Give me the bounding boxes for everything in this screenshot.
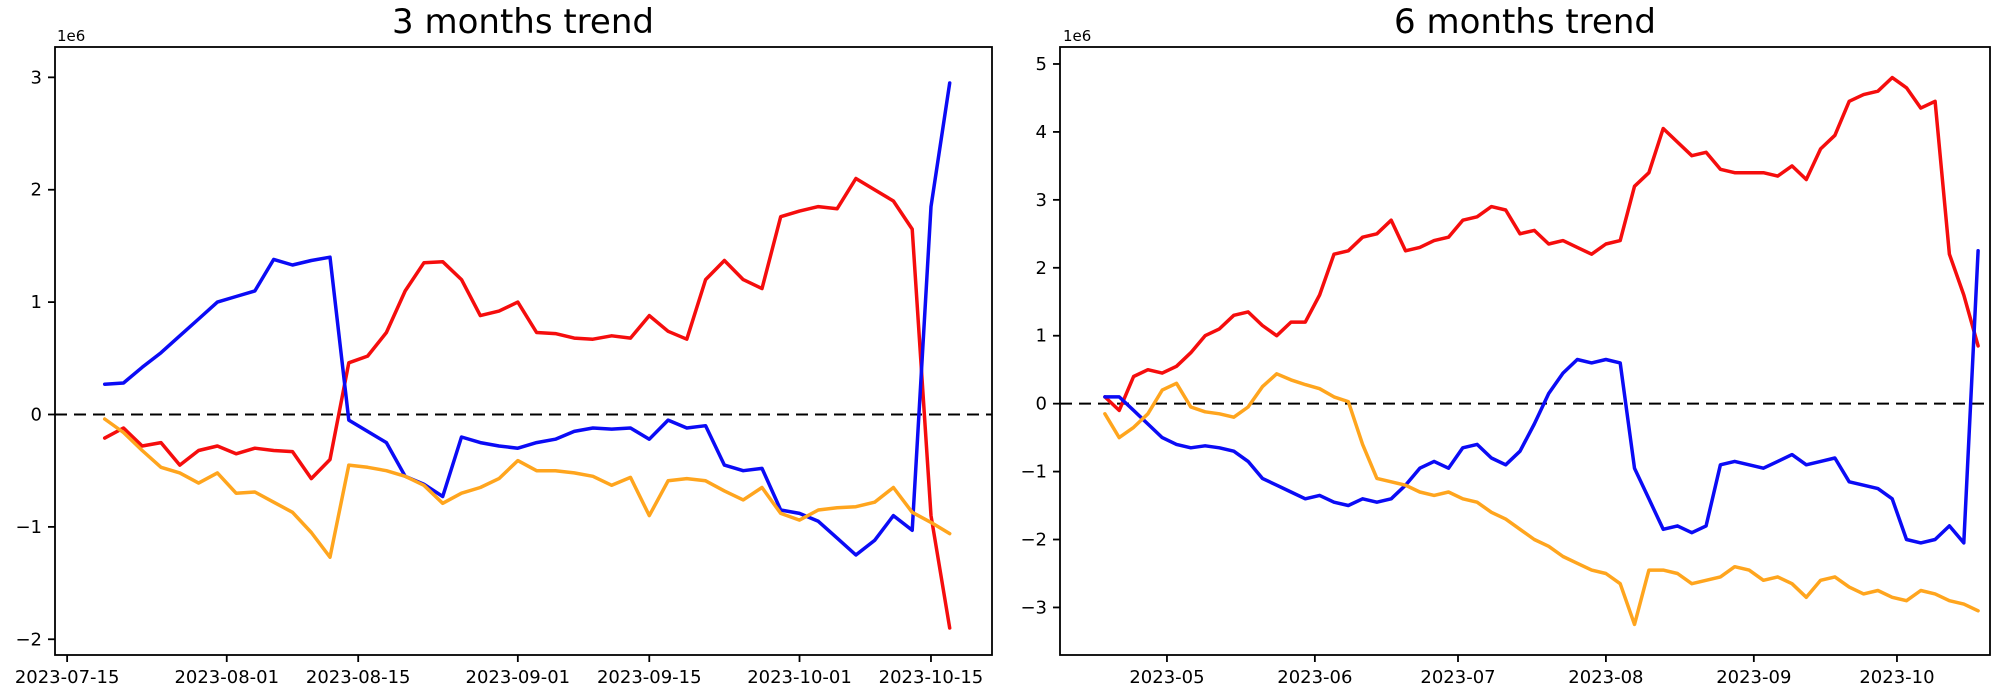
x-tick-label: 2023-10-15: [879, 667, 984, 688]
orange-series-line: [102, 417, 952, 559]
red-series-line: [102, 176, 952, 630]
red-series-line: [1103, 75, 1980, 413]
y-tick-label: 1: [31, 292, 42, 313]
x-tick-label: 2023-05: [1129, 667, 1204, 688]
orange-series-line: [1103, 372, 1980, 627]
right-chart-title: 6 months trend: [1394, 2, 1656, 42]
y-tick-label: 1: [1036, 326, 1047, 347]
right-chart: 5 4 3 2 1 0 −1 −2 −3 2023-05 2023-06 2023-07 2023-08…: [1020, 46, 1991, 688]
y-tick-label: 0: [1036, 394, 1047, 415]
y-tick-label: 4: [1036, 122, 1047, 143]
y-tick-label: −2: [1020, 530, 1047, 551]
x-tick-label: 2023-09-15: [597, 667, 702, 688]
x-tick-label: 2023-06: [1277, 667, 1352, 688]
y-tick-label: 5: [1036, 54, 1047, 75]
left-chart-title: 3 months trend: [392, 2, 654, 42]
blue-series-line: [102, 81, 952, 557]
plot-frame: [1059, 46, 1991, 656]
y-tick-label: 2: [1036, 258, 1047, 279]
left-chart: 3 2 1 0 −1 −2 2023-07-15 2023-08-01 2023-08-15 20…: [15, 46, 993, 688]
x-tick-label: 2023-07: [1420, 667, 1495, 688]
y-tick-label: 3: [31, 67, 42, 88]
x-tick-label: 2023-08-15: [306, 667, 411, 688]
x-tick-label: 2023-08: [1568, 667, 1643, 688]
x-tick-label: 2023-07-15: [15, 667, 120, 688]
y-tick-label: −3: [1020, 597, 1047, 618]
plot-frame: [54, 46, 993, 656]
x-tick-label: 2023-10-01: [747, 667, 852, 688]
x-tick-label: 2023-09: [1716, 667, 1791, 688]
y-tick-label: 0: [31, 404, 42, 425]
left-chart-offset-text: 1e6: [57, 27, 86, 45]
y-tick-label: −2: [15, 629, 42, 650]
y-tick-label: −1: [1020, 462, 1047, 483]
y-tick-label: 2: [31, 180, 42, 201]
right-chart-offset-text: 1e6: [1063, 27, 1092, 45]
blue-series-line: [1103, 249, 1980, 545]
y-tick-label: 3: [1036, 190, 1047, 211]
y-tick-label: −1: [15, 517, 42, 538]
x-tick-label: 2023-09-01: [466, 667, 571, 688]
x-tick-label: 2023-10: [1859, 667, 1934, 688]
x-tick-label: 2023-08-01: [174, 667, 279, 688]
